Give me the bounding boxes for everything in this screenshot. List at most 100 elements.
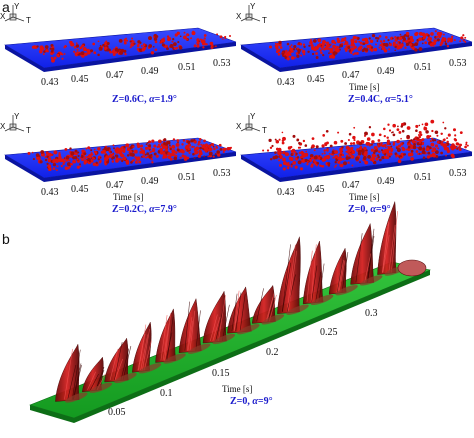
triad-label-x: X — [0, 122, 6, 131]
tick-label: 0.43 — [277, 187, 295, 198]
panel-a2: 0.43 0.45 0.47 0.49 0.51 0.53 Time [s] Z=0.4C, … — [236, 2, 473, 105]
vortex-plume — [202, 290, 227, 344]
tick-label: 0.49 — [377, 176, 395, 187]
tick-label: 0.51 — [178, 172, 196, 183]
green-plate-edge — [74, 270, 430, 423]
tick-label: 0.47 — [342, 180, 360, 191]
triad-label-t: T — [262, 126, 267, 135]
tick-label: 0.45 — [307, 184, 325, 195]
vortex-plume — [155, 308, 176, 363]
blue-plate-edge — [44, 152, 236, 182]
axis-triad-icon: YX T — [236, 112, 267, 135]
triad-label-t: T — [26, 126, 31, 135]
caption-main: Z=0.4C, — [348, 94, 385, 105]
axis-triad-icon: YX T — [0, 112, 31, 135]
panel-caption: Z=0.6C, α=1.9° — [112, 94, 177, 105]
vortex-plume — [55, 344, 80, 402]
tick-label: 0.15 — [212, 368, 230, 379]
tick-label: 0.1 — [160, 388, 173, 399]
caption-symbol: α — [149, 204, 155, 215]
time-axis-label: Time [s] — [222, 384, 252, 394]
axis-triad-icon: YX T — [236, 2, 267, 25]
triad-label-y: Y — [14, 112, 20, 121]
triad-label-y: Y — [250, 112, 256, 121]
green-plate-edge — [30, 405, 74, 423]
vortex-structures — [268, 30, 467, 61]
triad-label-y: Y — [14, 2, 20, 11]
time-axis-label: Time [s] — [349, 192, 379, 202]
tick-label: 0.53 — [213, 58, 231, 69]
tick-label: 0.43 — [277, 77, 295, 88]
vortex-plume — [328, 247, 347, 295]
panel-a3: 0.43 0.45 0.47 0.49 0.51 0.53 Time [s] Z=0.2C, … — [0, 112, 237, 215]
panel-caption: Z=0.2C, α=7.9° — [112, 204, 177, 215]
caption-symbol: α — [252, 396, 258, 407]
triad-label-y: Y — [250, 2, 256, 11]
triad-label-x: X — [236, 12, 242, 21]
caption-symbol: α — [149, 94, 155, 105]
vortex-structures — [262, 119, 469, 171]
blue-plate-edge — [5, 45, 44, 72]
tick-label: 0.53 — [449, 58, 467, 69]
tick-label: 0.25 — [320, 327, 338, 338]
tick-label: 0.53 — [213, 168, 231, 179]
tick-label: 0.49 — [377, 66, 395, 77]
caption-value: =1.9° — [155, 94, 177, 105]
blue-plate-edge — [280, 42, 472, 72]
blue-plate-edge — [241, 45, 280, 72]
blue-plate-edge — [5, 155, 44, 182]
triad-label-x: X — [0, 12, 6, 21]
caption-value: =9° — [258, 396, 273, 407]
panel-caption: Z=0, α=9° — [230, 396, 273, 407]
vortex-structures — [27, 137, 232, 172]
tick-label: 0.45 — [71, 74, 89, 85]
vortex-plume — [104, 337, 129, 383]
panel-caption: Z=0.4C, α=5.1° — [348, 94, 413, 105]
vortex-plume — [178, 298, 202, 353]
vortex-plume — [350, 223, 375, 285]
tick-label: 0.3 — [365, 308, 378, 319]
tick-label: 0.49 — [141, 176, 159, 187]
tick-label: 0.47 — [342, 70, 360, 81]
caption-main: Z=0.2C, — [112, 204, 149, 215]
vortex-end-blob — [397, 259, 427, 277]
time-axis-label: Time [s] — [349, 82, 379, 92]
tick-label: 0.51 — [414, 172, 432, 183]
axis-triad-icon: YX T — [0, 2, 31, 25]
panel-caption: Z=0, α=9° — [348, 204, 391, 215]
tick-label: 0.51 — [178, 62, 196, 73]
tick-label: 0.05 — [108, 407, 126, 418]
caption-value: =9° — [376, 204, 391, 215]
caption-symbol: α — [370, 204, 376, 215]
green-plate — [29, 261, 432, 419]
triad-label-t: T — [26, 16, 31, 25]
blue-plate-edge — [241, 155, 280, 182]
vortex-plumes — [55, 201, 427, 403]
panel-b-letter: b — [2, 231, 10, 247]
caption-value: =7.9° — [155, 204, 177, 215]
caption-main: Z=0.6C, — [112, 94, 149, 105]
panel-a-letter: a — [2, 0, 10, 15]
caption-main: Z=0, — [230, 396, 252, 407]
vortex-structures — [31, 30, 232, 63]
tick-label: 0.43 — [41, 187, 59, 198]
panel-a1: 0.43 0.45 0.47 0.49 0.51 0.53 Z=0.6C, α=1.9° YX… — [0, 2, 237, 105]
tick-label: 0.47 — [106, 70, 124, 81]
tick-label: 0.53 — [449, 168, 467, 179]
caption-symbol: α — [385, 94, 391, 105]
tick-label: 0.2 — [266, 347, 279, 358]
tick-label: 0.49 — [141, 66, 159, 77]
time-axis-label: Time [s] — [113, 192, 143, 202]
tick-label: 0.45 — [307, 74, 325, 85]
triad-label-t: T — [262, 16, 267, 25]
triad-label-x: X — [236, 122, 242, 131]
caption-main: Z=0, — [348, 204, 370, 215]
blue-plate-edge — [44, 42, 236, 72]
tick-label: 0.45 — [71, 184, 89, 195]
tick-label: 0.51 — [414, 62, 432, 73]
caption-value: =5.1° — [391, 94, 413, 105]
blue-plate-edge — [280, 152, 472, 182]
tick-label: 0.47 — [106, 180, 124, 191]
